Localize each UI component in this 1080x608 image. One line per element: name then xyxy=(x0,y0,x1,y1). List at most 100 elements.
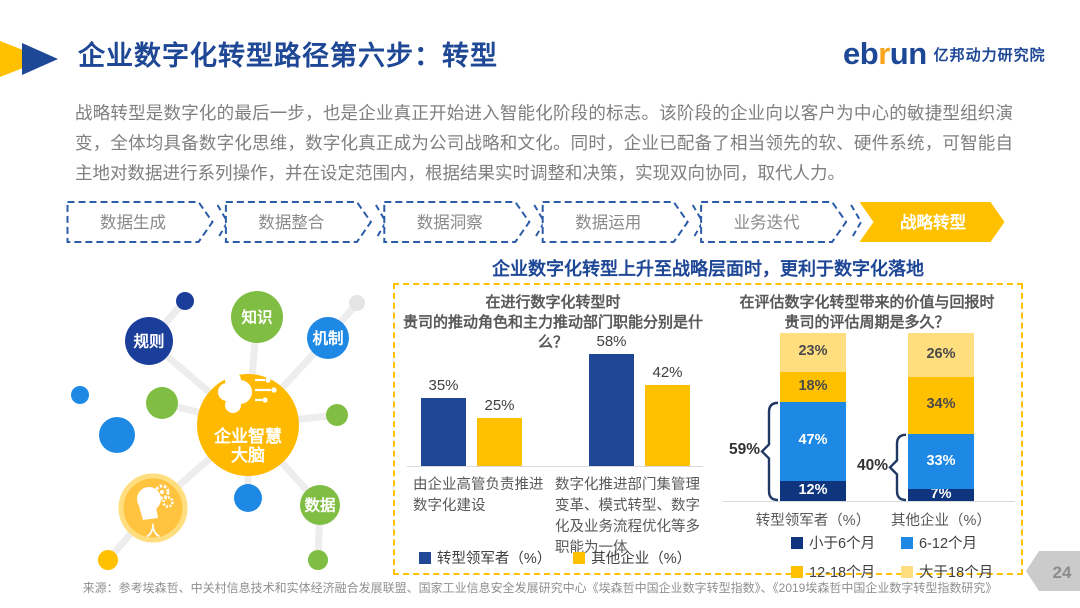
diagram-node-label: 规则 xyxy=(133,332,164,351)
flow-separator-chevron xyxy=(375,204,388,240)
flow-step-shape-6 xyxy=(859,202,1005,242)
legend-swatch xyxy=(418,551,431,564)
decorative-node xyxy=(308,550,328,570)
flow-step-label-4: 数据运用 xyxy=(575,213,641,232)
title-arrow-icon xyxy=(0,41,58,77)
sum-bracket xyxy=(888,433,907,502)
section-subtitle: 企业数字化转型上升至战略层面时，更利于数字化落地 xyxy=(492,259,924,279)
diagram-node-3 xyxy=(307,317,349,359)
chart1-legend: 转型领军者（%） 其他企业（%） xyxy=(415,547,695,568)
flow-step-shape-4 xyxy=(541,201,689,243)
legend-swatch xyxy=(791,536,803,549)
diagram-node-label: 知识 xyxy=(241,308,272,327)
chart2-seg-s1-c1 xyxy=(780,480,846,501)
flow-step-label-5: 业务迭代 xyxy=(734,213,801,232)
head-gears-icon xyxy=(137,484,174,520)
source-note: 来源：参考埃森哲、中关村信息技术和实体经济融合发展联盟、国家工业信息安全发展研究… xyxy=(82,581,998,595)
diagram-node-4 xyxy=(300,485,340,525)
chart2-xaxis-label-2: 其他企业（%） xyxy=(891,513,991,529)
decorative-node xyxy=(98,550,118,570)
chart1-value-label: 58% xyxy=(596,333,627,351)
chart2-title: 在评估数字化转型带来的价值与回报时 贵司的评估周期是多久？ xyxy=(717,293,1017,333)
chart1-bar-s1-g2 xyxy=(589,354,634,466)
bracket-sum-label: 59% xyxy=(728,441,760,459)
chart1-bar-s1-g1 xyxy=(421,398,466,466)
legend-label: 转型领军者（%） xyxy=(436,551,552,567)
flow-step-label-2: 数据整合 xyxy=(258,213,324,232)
page-number-badge: 24 xyxy=(1026,551,1080,591)
intro-paragraph: 战略转型是数字化的最后一步，也是企业真正开始进入智能化阶段的标志。该阶段的企业向… xyxy=(75,103,1013,183)
chart2-seg-s2-c1 xyxy=(780,401,846,481)
page-title: 企业数字化转型路径第六步：转型 xyxy=(78,41,498,71)
legend-label: 12-18个月 xyxy=(809,565,876,581)
chart2-seg-s4-c2 xyxy=(908,333,974,377)
legend-swatch xyxy=(791,565,803,578)
diagram-node-1 xyxy=(125,317,173,365)
logo-text-un: un xyxy=(889,36,927,71)
decorative-node xyxy=(349,295,365,311)
flow-separator-chevron xyxy=(533,204,546,240)
brain-icon xyxy=(218,368,277,413)
flow-separator-chevron xyxy=(216,204,229,240)
process-flow: 数据生成 数据整合 数据洞察 数据运用 业务迭代 战略转型 xyxy=(66,201,1005,243)
flow-separator-chevron xyxy=(691,204,704,240)
chart1-value-label: 42% xyxy=(652,363,683,381)
legend-swatch xyxy=(573,551,586,564)
center-label-line: 企业智慧 xyxy=(213,426,282,446)
chart1-title-line1: 在进行数字化转型时 xyxy=(485,294,621,311)
legend-label: 大于18个月 xyxy=(919,565,994,581)
logo-org-name: 亿邦动力研究院 xyxy=(933,46,1046,64)
chart2-legend: 小于6个月 6-12个月 12-18个月 大于18个月 xyxy=(791,532,993,582)
chart2-title-line1: 在评估数字化转型带来的价值与回报时 xyxy=(739,294,995,311)
chart2-seg-label: 23% xyxy=(798,343,828,360)
legend-swatch xyxy=(901,565,913,578)
chart2-seg-label: 34% xyxy=(926,396,956,413)
chart2-seg-label: 33% xyxy=(926,452,956,469)
chart2-seg-s2-c2 xyxy=(908,433,974,490)
diagram-node-label: 数据 xyxy=(304,496,336,515)
chart2-seg-label: 12% xyxy=(798,481,828,498)
flow-step-shape-5 xyxy=(700,201,848,243)
decorative-node xyxy=(326,404,348,426)
chart1-bar-s2-g1 xyxy=(477,417,522,466)
bracket-sum-label: 40% xyxy=(856,457,888,475)
chart1-bar-s2-g2 xyxy=(645,384,690,466)
chart2-seg-label: 47% xyxy=(798,432,828,449)
chart2-legend-item: 12-18个月 xyxy=(791,561,901,582)
decorative-node xyxy=(176,292,194,310)
logo-text-eb: eb xyxy=(843,36,879,71)
chart2-xaxis-label-1: 转型领军者（%） xyxy=(755,513,871,529)
chart1-legend-item: 其他企业（%） xyxy=(573,547,691,568)
flow-step-label-6: 战略转型 xyxy=(900,212,967,232)
person-glyph: 人 xyxy=(146,523,161,539)
page-number: 24 xyxy=(1053,563,1072,582)
flow-step-shape-1 xyxy=(66,201,214,243)
chart2-seg-label: 26% xyxy=(926,345,956,362)
legend-swatch xyxy=(901,536,913,549)
logo-text-r: r xyxy=(878,36,890,71)
decorative-node xyxy=(99,417,135,453)
chart1-legend-item: 转型领军者（%） xyxy=(418,547,552,568)
charts-panel: 在进行数字化转型时 贵司的推动角色和主力推动部门职能分别是什么？ 在评估数字化转… xyxy=(393,283,1023,581)
chart1-value-label: 35% xyxy=(428,377,459,395)
ebrun-logo: eb r un 亿邦动力研究院 xyxy=(843,36,1046,72)
chart2-seg-s4-c1 xyxy=(780,333,846,372)
center-label-line: 大脑 xyxy=(231,445,265,465)
flow-separator-chevron xyxy=(850,204,863,240)
legend-label: 其他企业（%） xyxy=(591,551,692,567)
chart1-category-1: 由企业高管负责推进数字化建设 xyxy=(413,477,544,514)
chart2-seg-s3-c2 xyxy=(908,376,974,434)
chart2-seg-s1-c2 xyxy=(908,489,974,501)
flow-step-shape-3 xyxy=(383,201,531,243)
chart1-category-2: 数字化推进部门集管理变革、模式转型、数字化及业务流程优化等多职能为一体 xyxy=(555,477,700,556)
chart1-axis-line xyxy=(407,466,703,467)
chart1-title: 在进行数字化转型时 贵司的推动角色和主力推动部门职能分别是什么？ xyxy=(401,293,705,353)
decorative-node xyxy=(234,484,262,512)
decorative-node xyxy=(71,386,89,404)
chart2-seg-label: 18% xyxy=(798,377,828,394)
flow-step-label-3: 数据洞察 xyxy=(417,213,483,232)
decorative-node xyxy=(146,387,178,419)
page-badge-shape xyxy=(1026,551,1080,591)
